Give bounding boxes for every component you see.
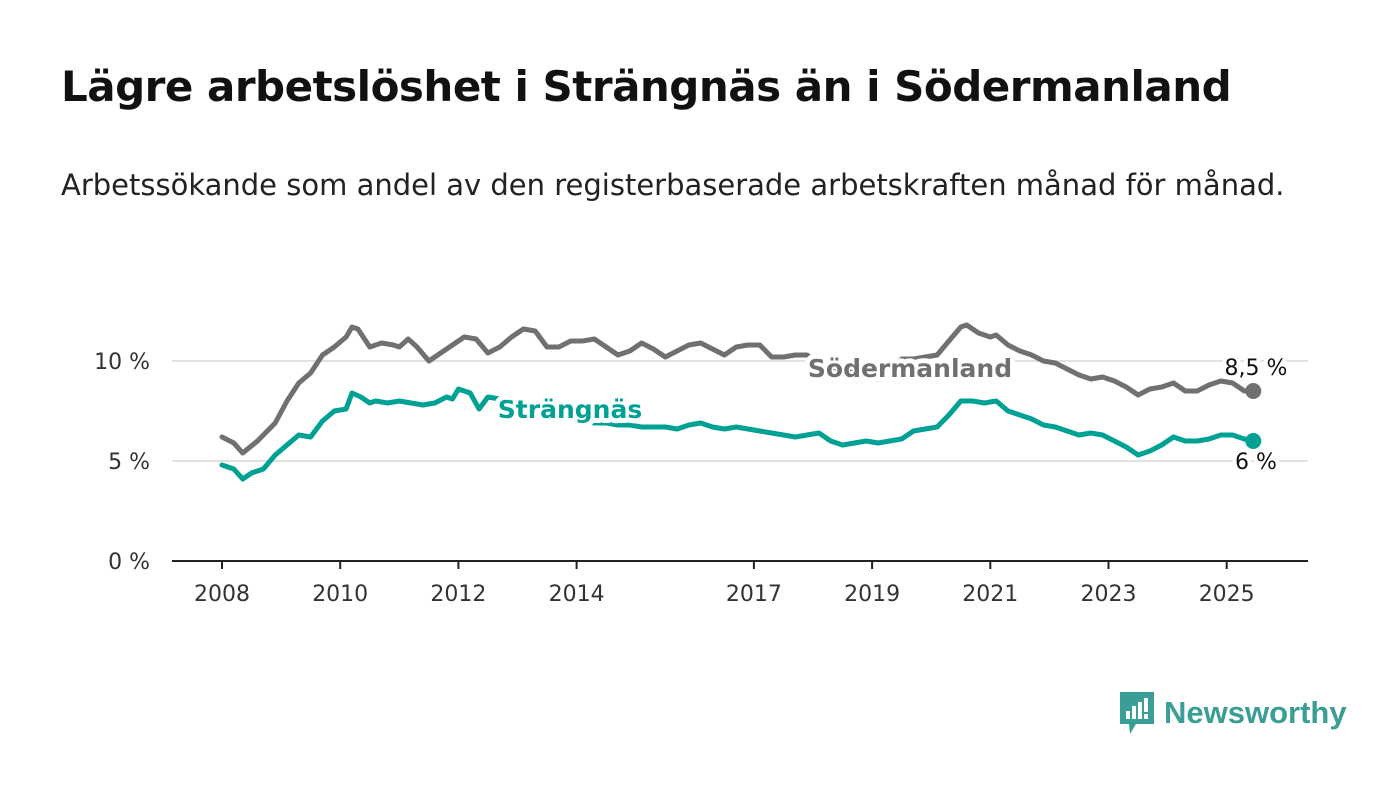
x-tick-label: 2021 (962, 582, 1018, 607)
chart-subtitle: Arbetssökande som andel av den registerb… (61, 168, 1285, 202)
end-value-halo-strangnas: 6 % (1235, 450, 1277, 475)
series-label-halo-sodermanland: Södermanland (808, 354, 1012, 383)
series-labels: SödermanlandSödermanlandSträngnäsSträngn… (493, 349, 1292, 479)
end-value-label-strangnas: 6 % (1235, 450, 1277, 475)
x-tick-label: 2012 (430, 582, 486, 607)
x-tick-label: 2014 (549, 582, 605, 607)
x-tick-label: 2010 (312, 582, 368, 607)
bar-chart-icon (1120, 692, 1154, 734)
x-tick-label: 2023 (1081, 582, 1137, 607)
chart-title: Lägre arbetslöshet i Strängnäs än i Söde… (61, 62, 1232, 111)
x-tick-label: 2008 (194, 582, 250, 607)
axes: 0 % 5 % 10 % 2008 2010 2012 2014 2017 2019 2021 20… (94, 350, 1308, 607)
series-label-sodermanland: Södermanland (808, 354, 1012, 383)
y-tick-label: 10 % (94, 350, 150, 375)
x-tick-label: 2017 (726, 582, 782, 607)
brand-name: Newsworthy (1164, 695, 1347, 730)
series-label-halo-strangnas: Strängnäs (498, 395, 642, 424)
x-tick-label: 2025 (1199, 582, 1255, 607)
series-line-strangnas (219, 386, 1256, 482)
y-tick-label: 0 % (108, 550, 150, 575)
series-label-strangnas: Strängnäs (498, 395, 642, 424)
x-tick-label: 2019 (844, 582, 900, 607)
series-lines (219, 322, 1262, 482)
series-end-point-sodermanland (1245, 383, 1262, 399)
y-tick-label: 5 % (108, 450, 150, 475)
series-end-point-strangnas (1245, 433, 1262, 449)
grid-lines (172, 360, 1308, 462)
end-value-halo-sodermanland: 8,5 % (1225, 356, 1288, 381)
series-line-sodermanland (219, 322, 1256, 456)
end-value-label-sodermanland: 8,5 % (1225, 356, 1288, 381)
newsworthy-logo: Newsworthy (1118, 690, 1347, 736)
